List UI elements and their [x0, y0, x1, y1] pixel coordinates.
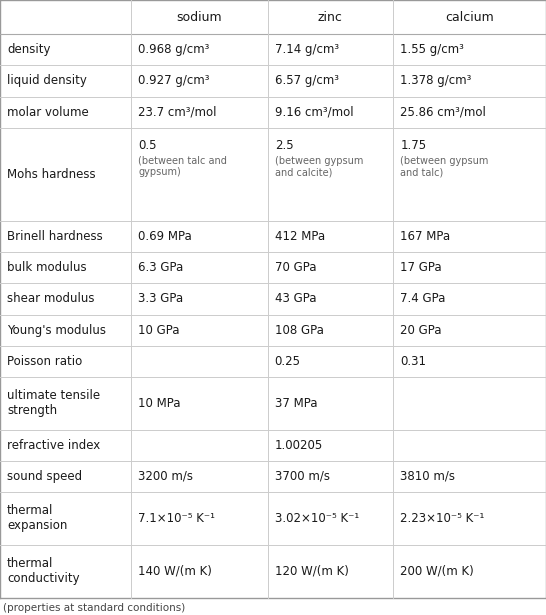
Text: 25.86 cm³/mol: 25.86 cm³/mol [400, 106, 486, 119]
Text: 2.23×10⁻⁵ K⁻¹: 2.23×10⁻⁵ K⁻¹ [400, 512, 485, 525]
Text: 0.968 g/cm³: 0.968 g/cm³ [138, 43, 210, 57]
Text: 10 MPa: 10 MPa [138, 397, 181, 410]
Text: 3.3 GPa: 3.3 GPa [138, 293, 183, 306]
Text: ultimate tensile
strength: ultimate tensile strength [7, 389, 100, 417]
Text: 0.5: 0.5 [138, 139, 157, 152]
Text: 23.7 cm³/mol: 23.7 cm³/mol [138, 106, 217, 119]
Text: 10 GPa: 10 GPa [138, 323, 180, 336]
Text: 2.5: 2.5 [275, 139, 293, 152]
Text: shear modulus: shear modulus [7, 293, 94, 306]
Text: 17 GPa: 17 GPa [400, 261, 442, 274]
Text: 140 W/(m K): 140 W/(m K) [138, 565, 212, 578]
Text: 3200 m/s: 3200 m/s [138, 470, 193, 483]
Text: thermal
expansion: thermal expansion [7, 504, 68, 533]
Text: 0.31: 0.31 [400, 355, 426, 368]
Text: 108 GPa: 108 GPa [275, 323, 324, 336]
Text: calcium: calcium [445, 10, 494, 23]
Text: 7.4 GPa: 7.4 GPa [400, 293, 446, 306]
Text: 37 MPa: 37 MPa [275, 397, 317, 410]
Text: 70 GPa: 70 GPa [275, 261, 316, 274]
Text: refractive index: refractive index [7, 438, 100, 452]
Text: 3810 m/s: 3810 m/s [400, 470, 455, 483]
Text: bulk modulus: bulk modulus [7, 261, 87, 274]
Text: 43 GPa: 43 GPa [275, 293, 316, 306]
Text: 167 MPa: 167 MPa [400, 230, 450, 243]
Text: liquid density: liquid density [7, 74, 87, 87]
Text: 20 GPa: 20 GPa [400, 323, 442, 336]
Text: (between gypsum
and calcite): (between gypsum and calcite) [275, 156, 363, 177]
Text: 7.1×10⁻⁵ K⁻¹: 7.1×10⁻⁵ K⁻¹ [138, 512, 215, 525]
Text: Poisson ratio: Poisson ratio [7, 355, 82, 368]
Text: sound speed: sound speed [7, 470, 82, 483]
Text: 3.02×10⁻⁵ K⁻¹: 3.02×10⁻⁵ K⁻¹ [275, 512, 359, 525]
Text: 1.00205: 1.00205 [275, 438, 323, 452]
Text: 1.75: 1.75 [400, 139, 426, 152]
Text: (between talc and
gypsum): (between talc and gypsum) [138, 156, 227, 177]
Text: molar volume: molar volume [7, 106, 89, 119]
Text: 3700 m/s: 3700 m/s [275, 470, 330, 483]
Text: 6.57 g/cm³: 6.57 g/cm³ [275, 74, 339, 87]
Text: 0.927 g/cm³: 0.927 g/cm³ [138, 74, 210, 87]
Text: thermal
conductivity: thermal conductivity [7, 557, 80, 585]
Text: (properties at standard conditions): (properties at standard conditions) [3, 603, 185, 613]
Text: 120 W/(m K): 120 W/(m K) [275, 565, 348, 578]
Text: 1.55 g/cm³: 1.55 g/cm³ [400, 43, 464, 57]
Text: 0.25: 0.25 [275, 355, 301, 368]
Text: Young's modulus: Young's modulus [7, 323, 106, 336]
Text: zinc: zinc [318, 10, 343, 23]
Text: 6.3 GPa: 6.3 GPa [138, 261, 183, 274]
Text: 1.378 g/cm³: 1.378 g/cm³ [400, 74, 472, 87]
Text: 9.16 cm³/mol: 9.16 cm³/mol [275, 106, 353, 119]
Text: 0.69 MPa: 0.69 MPa [138, 230, 192, 243]
Text: 7.14 g/cm³: 7.14 g/cm³ [275, 43, 339, 57]
Text: 200 W/(m K): 200 W/(m K) [400, 565, 474, 578]
Text: Brinell hardness: Brinell hardness [7, 230, 103, 243]
Text: Mohs hardness: Mohs hardness [7, 168, 96, 181]
Text: density: density [7, 43, 51, 57]
Text: 412 MPa: 412 MPa [275, 230, 325, 243]
Text: (between gypsum
and talc): (between gypsum and talc) [400, 156, 489, 177]
Text: sodium: sodium [176, 10, 222, 23]
